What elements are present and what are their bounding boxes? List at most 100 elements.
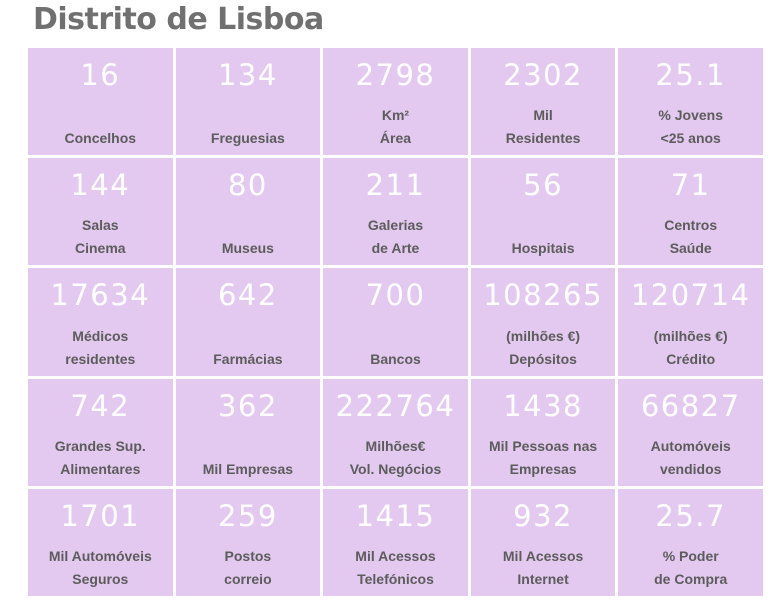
stat-label-line2: Crédito — [666, 350, 716, 367]
stat-tile: 25.7 % Poder de Compra — [618, 488, 763, 596]
stat-value: 1415 — [355, 498, 436, 533]
stat-label-line1: Mil Acessos — [355, 547, 436, 564]
stat-value: 211 — [365, 168, 426, 203]
stat-tile: 56 Hospitais — [470, 158, 616, 266]
stat-label: Mil Acessos Internet — [471, 545, 616, 591]
stat-tile: 932 Mil Acessos Internet — [470, 488, 616, 596]
stat-value: 1701 — [60, 498, 141, 533]
page-title: Distrito de Lisboa — [33, 2, 324, 37]
stat-label-line2: <25 anos — [660, 130, 721, 147]
stat-label-line1: (milhões €) — [653, 327, 728, 344]
stats-grid: 16 Concelhos 134 Freguesias 2798 Km² Área 23… — [28, 48, 763, 596]
stat-label: % Poder de Compra — [618, 545, 763, 591]
stat-label: Concelhos — [28, 127, 173, 150]
stat-label: Postos correio — [176, 545, 321, 591]
stat-label: Mil Pessoas nas Empresas — [471, 435, 616, 481]
stat-value: 17634 — [50, 278, 151, 313]
stat-label-line1: Postos — [224, 547, 272, 564]
stat-label: Km² Área — [323, 104, 468, 150]
stat-label-line2: Concelhos — [64, 130, 137, 147]
stat-label-line1: (milhões €) — [506, 327, 581, 344]
stat-label-line1: % Poder — [662, 547, 719, 564]
stat-tile: 211 Galerias de Arte — [323, 158, 468, 266]
stat-label-line2: Hospitais — [511, 240, 575, 257]
stat-tile: 700 Bancos — [323, 268, 468, 376]
stat-label-line2: Cinema — [75, 240, 126, 257]
stat-value: 80 — [227, 168, 268, 203]
stat-label: Freguesias — [176, 127, 321, 150]
stat-label-line2: Empresas — [509, 460, 577, 477]
stat-label-line1: Mil Pessoas nas — [489, 437, 598, 454]
stat-value: 25.7 — [655, 498, 726, 533]
stat-label-line2: Saúde — [669, 240, 712, 257]
stat-label-line1: Galerias — [367, 217, 424, 234]
stat-tile: 120714 (milhões €) Crédito — [618, 268, 763, 376]
stat-tile: 2798 Km² Área — [323, 48, 468, 156]
stat-tile: 17634 Médicos residentes — [28, 268, 173, 376]
stat-label-line2: Área — [379, 130, 412, 147]
stat-tile: 362 Mil Empresas — [175, 378, 321, 486]
stat-label-line2: Bancos — [370, 350, 421, 367]
stat-value: 16 — [80, 58, 121, 92]
stat-label-line1: % Jovens — [658, 107, 723, 124]
stat-label-line2: Freguesias — [210, 130, 285, 147]
stat-label-line1: Km² — [381, 107, 410, 124]
stat-tile: 259 Postos correio — [175, 488, 321, 596]
stat-value: 56 — [523, 168, 564, 203]
stat-label-line1: Salas — [82, 217, 119, 234]
stat-label-line1: Mil — [533, 107, 553, 124]
stat-value: 700 — [365, 278, 426, 313]
stat-value: 222764 — [335, 388, 456, 423]
stat-label-line2: Depósitos — [509, 350, 577, 367]
stat-tile: 222764 Milhões€ Vol. Negócios — [323, 378, 468, 486]
stat-label: Centros Saúde — [618, 214, 763, 260]
stat-tile: 71 Centros Saúde — [618, 158, 763, 266]
stat-value: 2798 — [355, 58, 436, 92]
stat-label: (milhões €) Crédito — [618, 325, 763, 371]
stat-tile: 66827 Automóveis vendidos — [618, 378, 763, 486]
stat-tile: 25.1 % Jovens <25 anos — [618, 48, 763, 156]
stat-label-line1: Centros — [664, 217, 718, 234]
stat-tile: 80 Museus — [175, 158, 321, 266]
stat-label-line2: Telefónicos — [357, 570, 434, 587]
stat-value: 2302 — [503, 58, 583, 92]
stat-label: Mil Automóveis Seguros — [28, 545, 173, 591]
stat-label: Médicos residentes — [28, 325, 173, 371]
stat-value: 120714 — [630, 278, 751, 313]
stat-label: Bancos — [323, 348, 468, 371]
stat-label: Salas Cinema — [28, 214, 173, 260]
stat-label-line2: Alimentares — [60, 460, 141, 477]
stat-label-line1: Automóveis — [650, 437, 731, 454]
stat-label: Mil Residentes — [471, 104, 616, 150]
stat-label-line2: de Arte — [371, 240, 420, 257]
stat-value: 362 — [217, 388, 278, 423]
stat-label-line2: residentes — [65, 350, 136, 367]
stat-tile: 1701 Mil Automóveis Seguros — [28, 488, 173, 596]
stat-label: Museus — [176, 237, 321, 260]
stat-label-line1: Grandes Sup. — [54, 437, 146, 454]
stat-label-line1: Médicos — [72, 327, 129, 344]
stat-label-line1: Mil Acessos — [502, 547, 584, 564]
stat-label-line2: Vol. Negócios — [349, 460, 442, 477]
stat-label: Farmácias — [176, 348, 321, 371]
stat-tile: 108265 (milhões €) Depósitos — [470, 268, 616, 376]
stat-tile: 144 Salas Cinema — [28, 158, 173, 266]
stat-value: 108265 — [483, 278, 603, 313]
stat-value: 66827 — [640, 388, 741, 423]
stat-value: 144 — [70, 168, 131, 203]
stat-label: Hospitais — [471, 237, 616, 260]
stat-label-line2: Seguros — [72, 570, 129, 587]
stat-label: (milhões €) Depósitos — [471, 325, 616, 371]
stat-value: 259 — [217, 498, 278, 533]
stat-tile: 1438 Mil Pessoas nas Empresas — [470, 378, 616, 486]
stat-label-line2: correio — [224, 570, 272, 587]
stat-label: Mil Empresas — [176, 458, 321, 481]
stat-label-line2: Internet — [517, 570, 569, 587]
stat-value: 71 — [670, 168, 711, 203]
stat-label: Grandes Sup. Alimentares — [28, 435, 173, 481]
stat-value: 642 — [217, 278, 278, 313]
stat-label-line1: Milhões€ — [365, 437, 426, 454]
stat-label: Milhões€ Vol. Negócios — [323, 435, 468, 481]
stat-label: Automóveis vendidos — [618, 435, 763, 481]
stat-value: 742 — [70, 388, 131, 423]
